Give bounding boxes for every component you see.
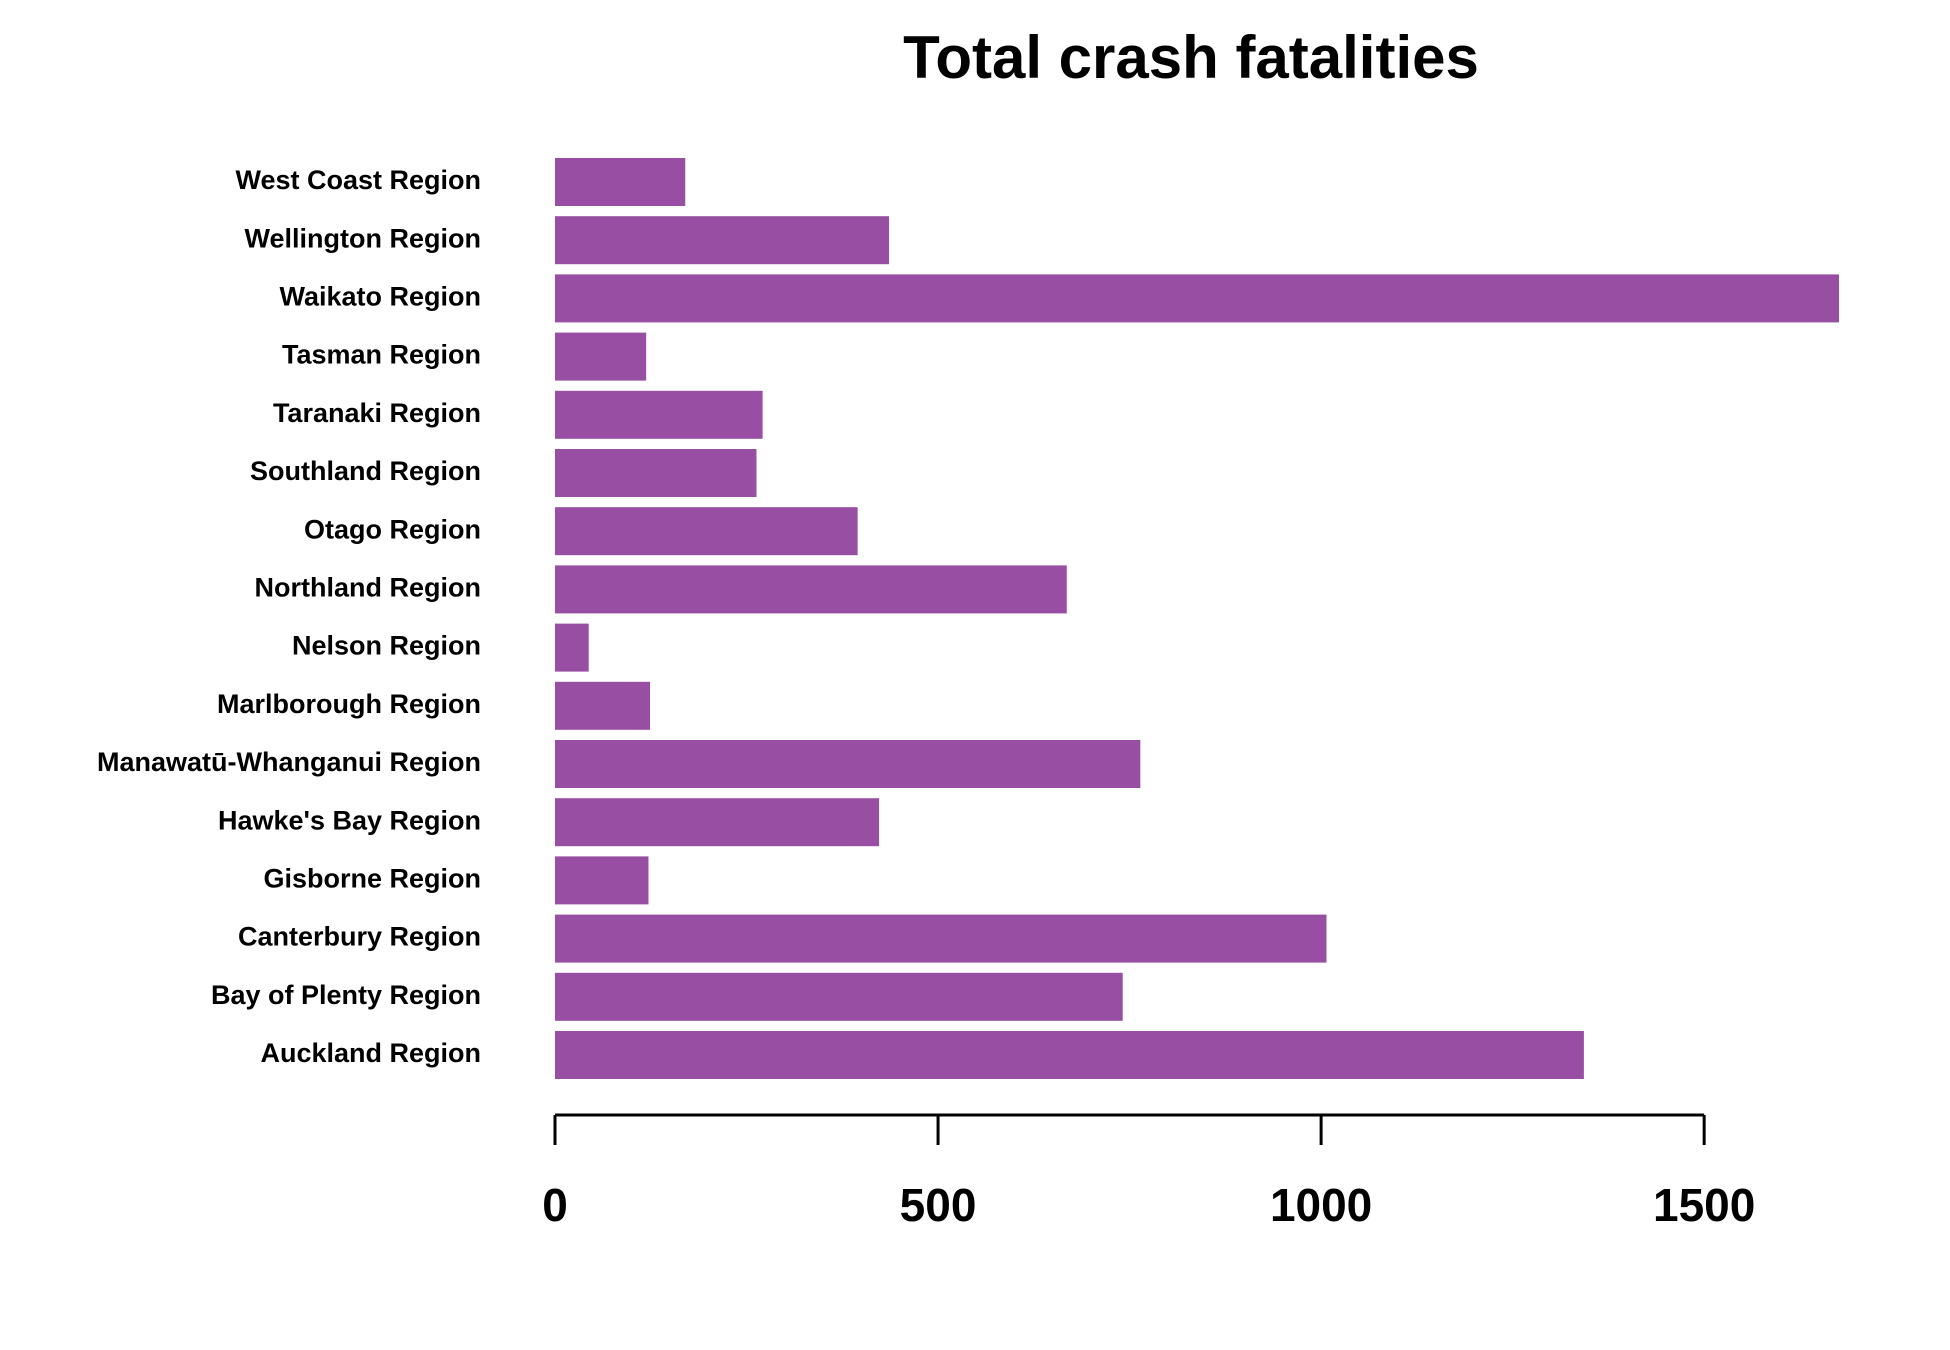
y-tick-label: Hawke's Bay Region	[218, 805, 481, 835]
bar	[555, 507, 858, 556]
bar	[555, 1031, 1584, 1079]
bar	[555, 216, 890, 265]
x-tick-label: 1000	[1270, 1179, 1372, 1231]
x-tick-label: 1500	[1653, 1179, 1755, 1231]
chart-title: Total crash fatalities	[903, 24, 1479, 91]
bar	[555, 972, 1123, 1021]
y-tick-label: Nelson Region	[292, 631, 481, 661]
y-tick-label: Southland Region	[250, 456, 481, 486]
bar	[555, 390, 763, 439]
bar	[555, 565, 1067, 614]
bar	[555, 158, 686, 206]
y-tick-label: Northland Region	[255, 573, 481, 603]
y-tick-label: Waikato Region	[279, 282, 481, 312]
bar	[555, 798, 880, 847]
y-tick-label: Auckland Region	[260, 1038, 481, 1068]
bar	[555, 623, 589, 672]
y-tick-label: Canterbury Region	[238, 922, 481, 952]
bar	[555, 740, 1141, 788]
y-tick-label: Bay of Plenty Region	[211, 980, 481, 1010]
x-tick-label: 0	[542, 1179, 568, 1231]
y-tick-label: Wellington Region	[245, 223, 481, 253]
y-tick-label: Otago Region	[304, 514, 481, 544]
y-tick-label: Tasman Region	[282, 340, 481, 370]
y-tick-label: Gisborne Region	[263, 864, 481, 894]
bar	[555, 274, 1839, 323]
x-tick-label: 500	[900, 1179, 977, 1231]
y-tick-label: Taranaki Region	[273, 398, 481, 428]
y-tick-label: West Coast Region	[235, 165, 481, 195]
y-tick-label: Marlborough Region	[217, 689, 481, 719]
bar	[555, 449, 757, 497]
bar	[555, 332, 647, 381]
bar	[555, 681, 650, 730]
bar	[555, 856, 649, 905]
bar	[555, 914, 1327, 963]
y-tick-label: Manawatū-Whanganui Region	[97, 747, 481, 777]
